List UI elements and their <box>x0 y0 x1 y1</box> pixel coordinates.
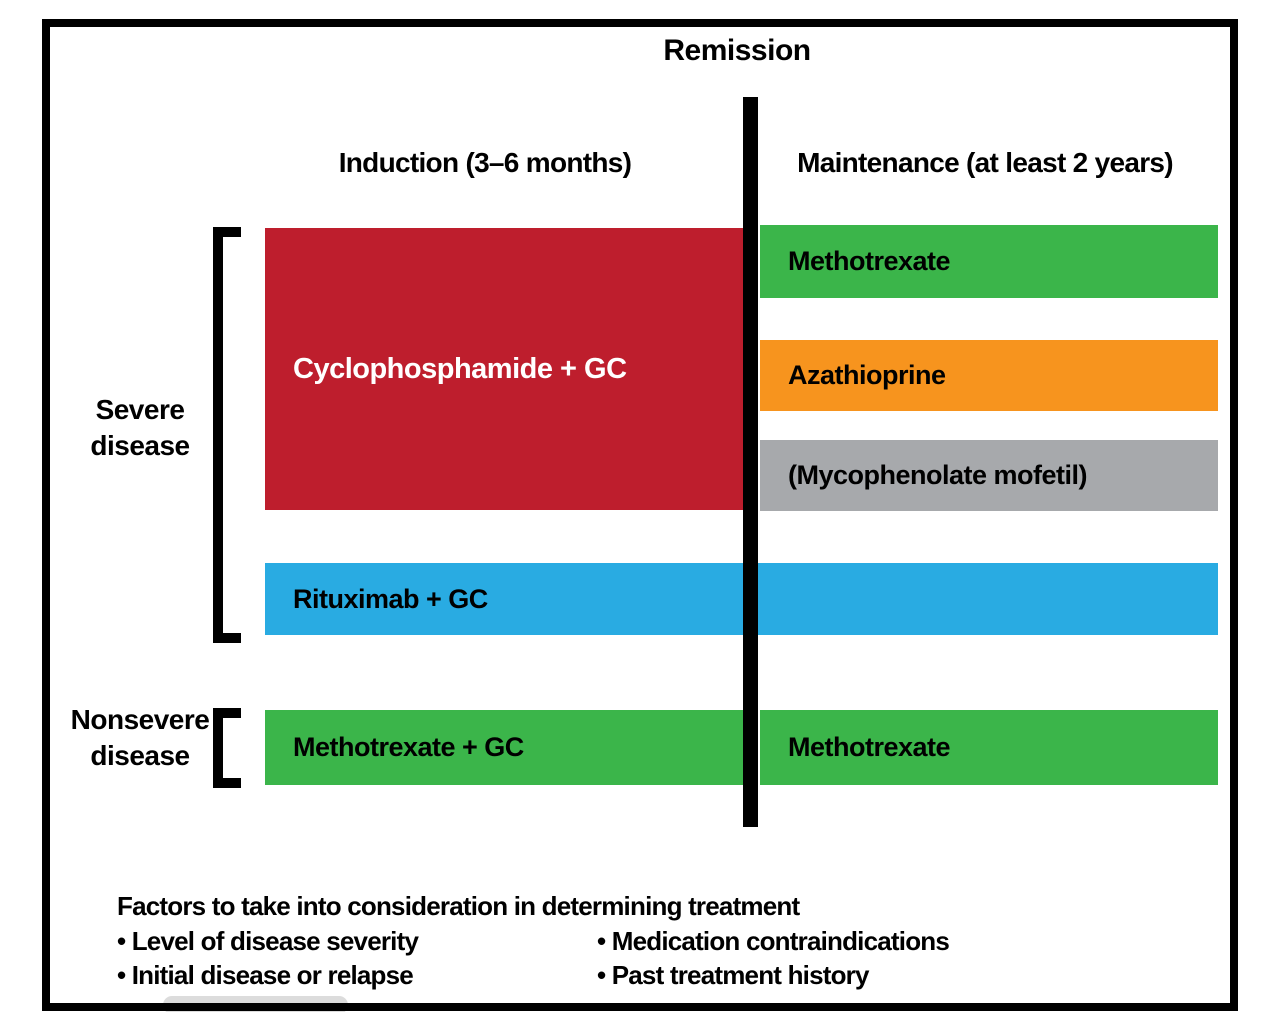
severe-disease-label: Severe disease <box>90 394 190 462</box>
bar-label: Methotrexate <box>788 732 951 762</box>
nonsevere-disease-bracket <box>213 708 241 788</box>
bar-methotrexate-maintenance-nonsevere: Methotrexate <box>760 710 1218 785</box>
factor-item-past-treatment-history: • Past treatment history <box>597 960 869 990</box>
bar-label: Azathioprine <box>788 360 946 390</box>
severe-disease-bracket <box>213 227 241 643</box>
remission-title: Remission <box>663 34 811 67</box>
bar-cyclophosphamide-gc: Cyclophosphamide + GC <box>265 228 743 510</box>
induction-phase-header: Induction (3–6 months) <box>338 147 632 178</box>
bar-label: Cyclophosphamide + GC <box>293 352 627 385</box>
factor-item-medication-contraindications: • Medication contraindications <box>597 926 950 956</box>
bar-methotrexate-gc-induction: Methotrexate + GC <box>265 710 743 785</box>
nonsevere-disease-label: Nonsevere disease <box>70 704 210 772</box>
bar-rituximab-gc: Rituximab + GC <box>265 563 1218 635</box>
factors-heading: Factors to take into consideration in de… <box>117 891 800 921</box>
bar-label: (Mycophenolate mofetil) <box>788 460 1088 490</box>
figure-frame <box>42 19 1238 1011</box>
factor-item-disease-severity: • Level of disease severity <box>117 926 419 956</box>
factor-item-initial-or-relapse: • Initial disease or relapse <box>117 960 414 990</box>
bar-mycophenolate-mofetil: (Mycophenolate mofetil) <box>760 440 1218 511</box>
maintenance-phase-header: Maintenance (at least 2 years) <box>797 147 1174 178</box>
bar-azathioprine: Azathioprine <box>760 340 1218 411</box>
bar-label: Methotrexate + GC <box>293 732 524 762</box>
remission-divider-line <box>743 97 758 827</box>
bar-label: Methotrexate <box>788 246 951 276</box>
bar-label: Rituximab + GC <box>293 583 488 614</box>
bar-methotrexate-maintenance-severe: Methotrexate <box>760 225 1218 298</box>
